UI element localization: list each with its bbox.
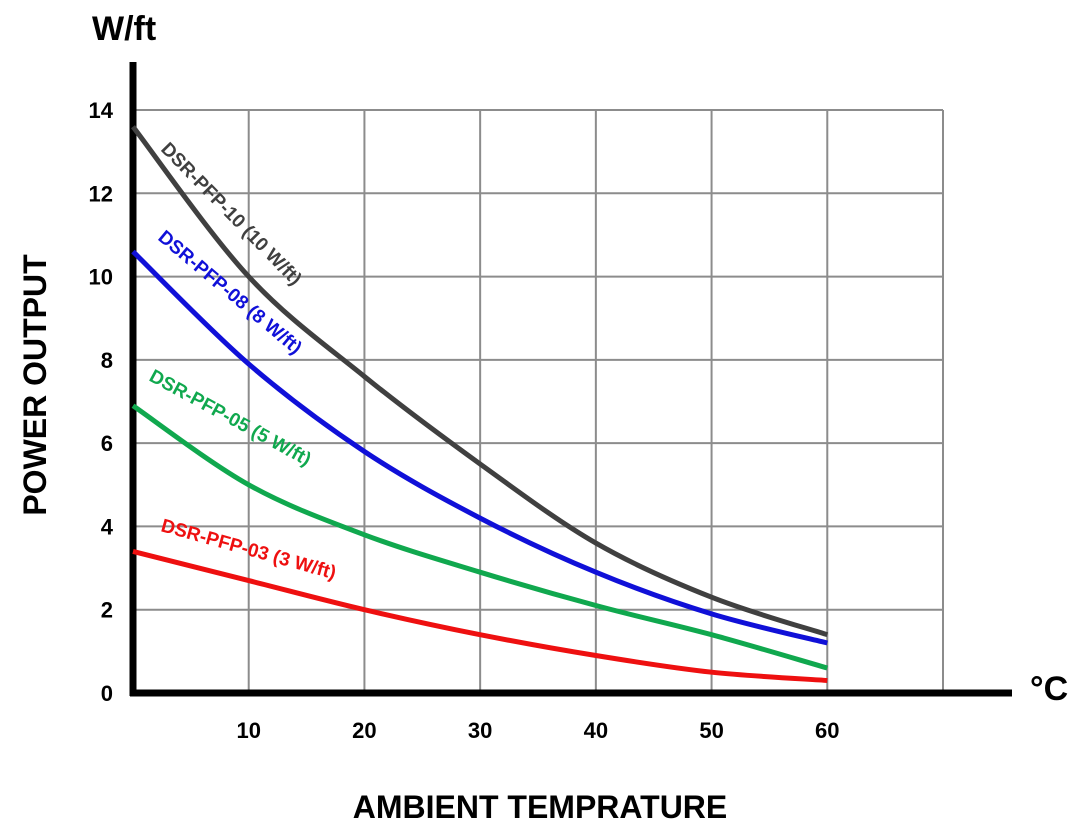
series-line-3 bbox=[131, 403, 828, 671]
x-axis-title: AMBIENT TEMPRATURE bbox=[353, 789, 728, 821]
y-axis-title: POWER OUTPUT bbox=[17, 254, 53, 516]
y-tick-label: 0 bbox=[101, 681, 113, 706]
series-line-4 bbox=[132, 548, 828, 683]
y-tick-label: 14 bbox=[89, 98, 114, 123]
x-tick-label: 10 bbox=[236, 718, 260, 743]
series-label-3: DSR-PFP-05 (5 W/ft) bbox=[146, 366, 315, 471]
x-tick-label: 50 bbox=[699, 718, 723, 743]
grid-lines bbox=[133, 109, 944, 693]
x-tick-label: 40 bbox=[584, 718, 608, 743]
y-tick-label: 6 bbox=[101, 431, 113, 456]
y-tick-label: 2 bbox=[101, 598, 113, 623]
series-lines bbox=[131, 125, 829, 683]
series-line-1 bbox=[131, 125, 829, 638]
x-unit-label: °C bbox=[1030, 670, 1068, 708]
y-tick-label: 10 bbox=[89, 265, 113, 290]
series-label-1: DSR-PFP-10 (10 W/ft) bbox=[156, 139, 305, 290]
tick-labels: 10 20 30 40 50 60 0 2 4 6 8 10 12 14 bbox=[89, 98, 840, 743]
x-tick-label: 20 bbox=[352, 718, 376, 743]
y-unit-label: W/ft bbox=[92, 10, 156, 48]
x-tick-label: 30 bbox=[468, 718, 492, 743]
y-tick-label: 12 bbox=[89, 181, 113, 206]
axes bbox=[129, 62, 1012, 697]
x-tick-label: 60 bbox=[815, 718, 839, 743]
y-tick-label: 8 bbox=[101, 348, 113, 373]
y-tick-label: 4 bbox=[101, 514, 114, 539]
series-line-2 bbox=[131, 249, 828, 646]
series-labels: DSR-PFP-10 (10 W/ft)DSR-PFP-08 (8 W/ft)D… bbox=[146, 139, 339, 584]
